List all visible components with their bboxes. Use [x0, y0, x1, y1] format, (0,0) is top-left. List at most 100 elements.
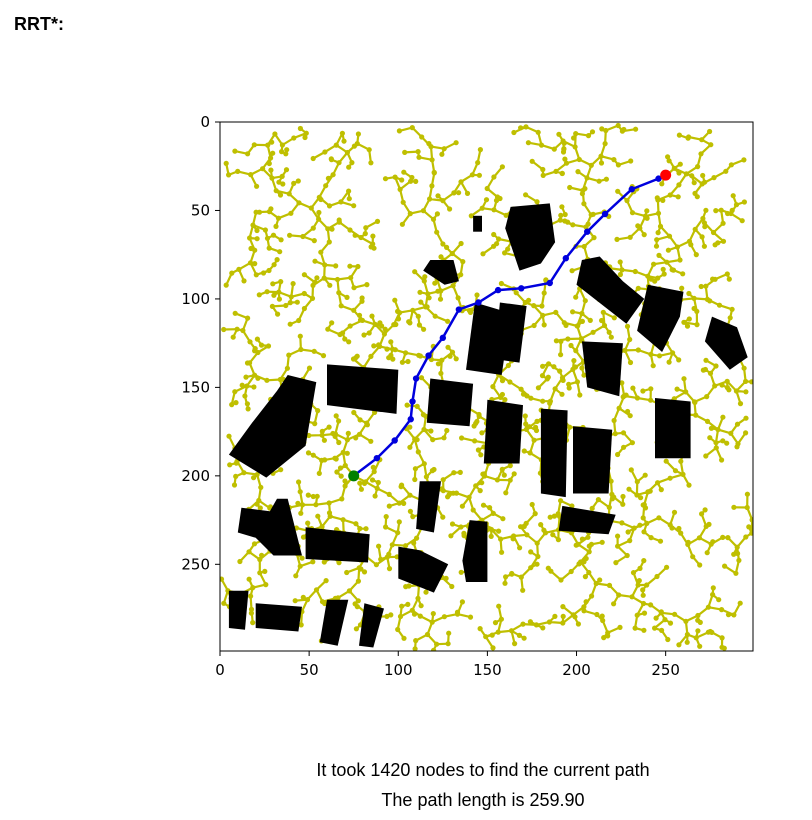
tree-node: [520, 587, 526, 593]
tree-node: [342, 478, 348, 484]
tree-node: [527, 619, 534, 625]
x-tick-label: 0: [215, 661, 225, 679]
tree-node: [322, 457, 328, 463]
tree-node: [619, 380, 625, 386]
tree-node: [252, 346, 258, 352]
tree-node: [221, 600, 227, 606]
tree-node: [749, 379, 753, 385]
path-node: [655, 175, 662, 182]
tree-node: [333, 413, 339, 419]
tree-node: [511, 641, 518, 647]
tree-node: [241, 470, 247, 476]
tree-node: [458, 240, 464, 247]
tree-node: [477, 147, 483, 153]
tree-node: [432, 313, 438, 319]
tree-node: [573, 294, 579, 300]
tree-node: [561, 140, 567, 146]
tree-node: [635, 223, 641, 229]
tree-node: [399, 177, 405, 183]
tree-node: [418, 603, 424, 609]
tree-node: [572, 364, 579, 370]
caption-path-length: The path length is 259.90: [381, 790, 585, 810]
tree-node: [418, 375, 425, 381]
tree-node: [692, 226, 698, 232]
tree-node: [534, 561, 540, 567]
tree-node: [263, 582, 269, 588]
tree-node: [258, 342, 265, 348]
tree-node: [250, 222, 256, 228]
tree-node: [392, 174, 398, 180]
tree-node: [674, 244, 681, 250]
tree-node: [727, 315, 733, 321]
tree-node: [746, 524, 752, 530]
tree-node: [440, 241, 446, 247]
tree-node: [507, 477, 513, 483]
tree-node: [589, 505, 595, 511]
tree-node: [414, 403, 420, 409]
tree-node: [275, 215, 282, 221]
tree-node: [473, 483, 479, 489]
tree-node: [625, 408, 631, 415]
tree-node: [601, 322, 608, 329]
tree-node: [521, 448, 527, 454]
tree-node: [551, 146, 557, 152]
tree-node: [635, 582, 641, 588]
tree-node: [494, 477, 500, 483]
tree-node: [652, 625, 658, 631]
tree-node: [743, 389, 749, 395]
tree-node: [491, 174, 497, 180]
tree-node: [298, 622, 304, 628]
tree-node: [444, 244, 450, 250]
tree-node: [326, 424, 332, 430]
tree-node: [720, 438, 726, 444]
tree-node: [620, 493, 626, 500]
path-node: [391, 437, 398, 444]
tree-node: [389, 542, 395, 548]
tree-node: [634, 479, 640, 485]
tree-node: [255, 375, 261, 381]
tree-node: [523, 124, 529, 130]
tree-node: [419, 134, 425, 140]
tree-node: [410, 307, 416, 313]
tree-node: [704, 418, 711, 424]
tree-node: [659, 627, 665, 634]
tree-node: [677, 161, 683, 167]
tree-node: [279, 149, 285, 155]
tree-node: [223, 282, 229, 288]
tree-node: [270, 281, 276, 287]
x-tick-label: 100: [384, 661, 413, 679]
tree-node: [743, 415, 749, 421]
tree-node: [605, 633, 611, 639]
tree-node: [722, 563, 728, 569]
tree-node: [340, 330, 346, 336]
tree-node: [667, 192, 673, 198]
tree-node: [641, 558, 647, 564]
axes-border: [219, 121, 754, 652]
tree-node: [278, 467, 284, 473]
tree-node: [676, 170, 682, 176]
tree-node: [632, 268, 638, 275]
tree-node: [351, 307, 357, 313]
tree-node: [665, 154, 671, 160]
tree-node: [423, 474, 429, 480]
tree-node: [677, 257, 683, 263]
tree-node: [534, 540, 540, 546]
tree-node: [491, 231, 497, 238]
tree-node: [314, 275, 320, 281]
tree-node: [268, 155, 274, 161]
tree-node: [720, 220, 726, 226]
tree-node: [647, 488, 653, 494]
tree-node: [416, 322, 422, 328]
tree-node: [400, 199, 406, 205]
tree-node: [406, 319, 412, 325]
tree-node: [286, 352, 292, 358]
tree-node: [729, 306, 735, 312]
tree-node: [269, 175, 275, 181]
tree-node: [227, 462, 233, 468]
tree-node: [703, 453, 709, 459]
tree-node: [412, 476, 418, 483]
tree-node: [310, 559, 316, 565]
tree-node: [337, 465, 344, 471]
tree-node: [320, 353, 327, 359]
tree-node: [342, 462, 348, 469]
